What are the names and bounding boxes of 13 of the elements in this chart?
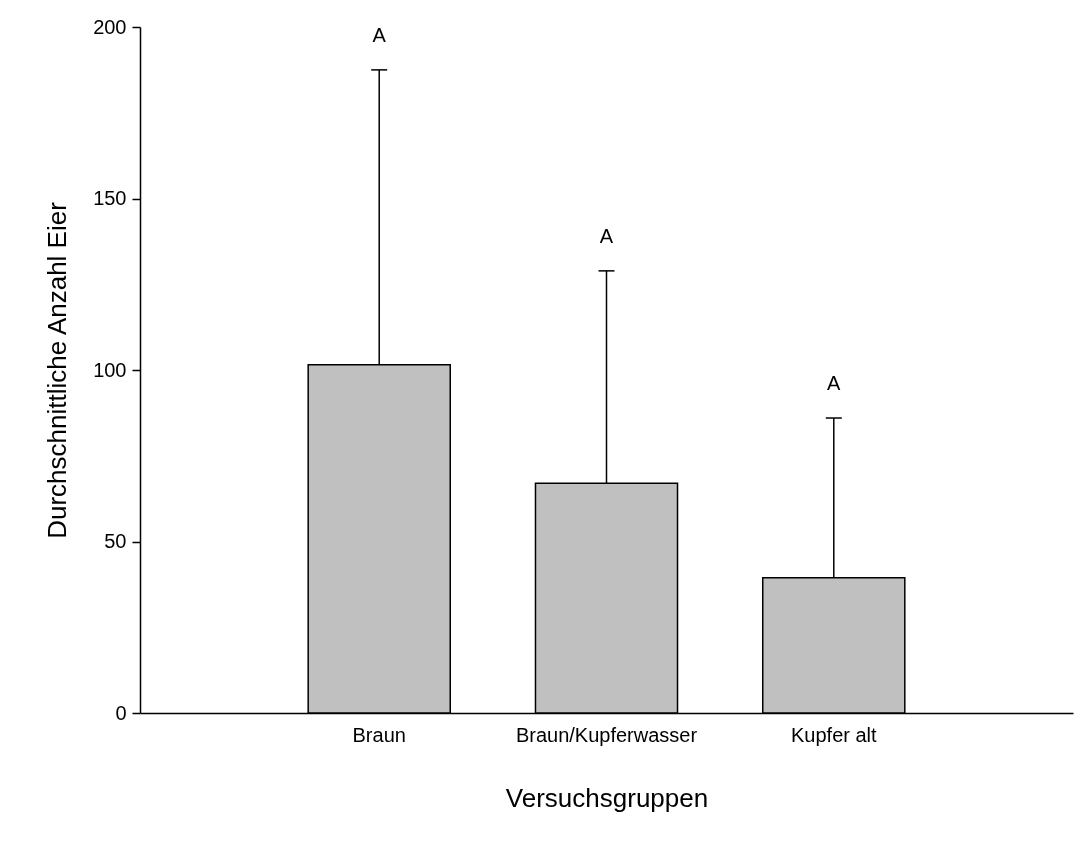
x-axis-title: Versuchsgruppen [505,782,709,813]
y-tick-label: 0 [115,701,127,724]
y-axis-title: Durchschnittliche Anzahl Eier [42,201,73,539]
y-tick-label: 50 [104,530,127,552]
annotation: A [599,224,614,247]
x-tick-label: Braun/Kupferwasser [515,723,698,746]
annotation: A [827,372,842,395]
y-tick-label: 150 [93,187,127,209]
x-tick-label: Braun [352,723,406,746]
annotation: A [372,23,387,46]
x-tick-label: Kupfer alt [790,723,878,746]
y-tick-label: 200 [93,15,127,38]
y-tick-label: 100 [93,358,127,381]
